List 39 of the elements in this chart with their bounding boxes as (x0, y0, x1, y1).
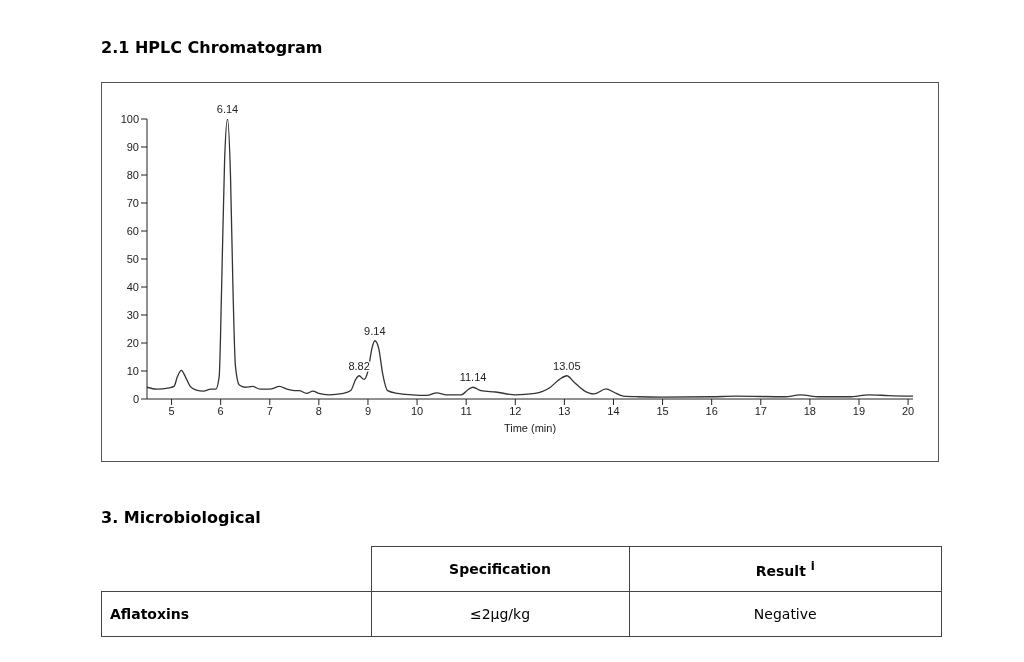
text: ≤2µg/kg (469, 606, 531, 622)
y-tick-label: 0 (132, 392, 139, 405)
x-tick-label: 20 (901, 404, 915, 417)
x-tick-label: 16 (705, 404, 718, 417)
y-tick-label: 20 (126, 336, 139, 349)
x-tick-label: 17 (754, 404, 767, 417)
text: 3. Microbiological (101, 508, 262, 529)
annotation: 9.14 (364, 324, 386, 337)
y-tick-label: 50 (126, 252, 139, 265)
x-tick-label: 15 (656, 404, 669, 417)
x-tick-label: 6 (217, 404, 224, 417)
x-tick-label: 7 (266, 404, 273, 417)
x-tick-label: 8 (315, 404, 322, 417)
x-tick-label: 14 (607, 404, 620, 417)
annotation: 11.14 (459, 371, 487, 384)
y-tick-label: 10 (126, 364, 139, 377)
x-tick-label: 18 (803, 404, 817, 417)
annotation: 13.05 (553, 359, 581, 372)
y-tick-label: 70 (126, 196, 139, 209)
y-tick-label: 100 (120, 112, 139, 125)
text: Negative (753, 606, 817, 622)
y-tick-label: 30 (126, 308, 139, 321)
x-tick-label: 5 (168, 404, 175, 417)
chart-title: 2.1 HPLC Chromatogram (101, 38, 324, 59)
x-tick-label: 19 (852, 404, 866, 417)
y-tick-label: 80 (126, 168, 139, 181)
text: Result $^{i}$ (755, 559, 815, 579)
x-tick-label: 11 (460, 404, 472, 417)
annotation: 6.14 (216, 103, 239, 115)
y-tick-label: 40 (126, 280, 139, 293)
x-axis-title: Time (min) (503, 422, 557, 434)
x-tick-label: 12 (509, 404, 522, 417)
x-tick-label: 10 (410, 404, 424, 417)
x-tick-label: 13 (558, 404, 571, 417)
y-tick-label: 60 (126, 224, 139, 237)
text: Specification (449, 561, 551, 577)
y-tick-label: 90 (126, 140, 139, 153)
text: Aflatoxins (110, 606, 190, 622)
x-tick-label: 9 (364, 404, 372, 417)
